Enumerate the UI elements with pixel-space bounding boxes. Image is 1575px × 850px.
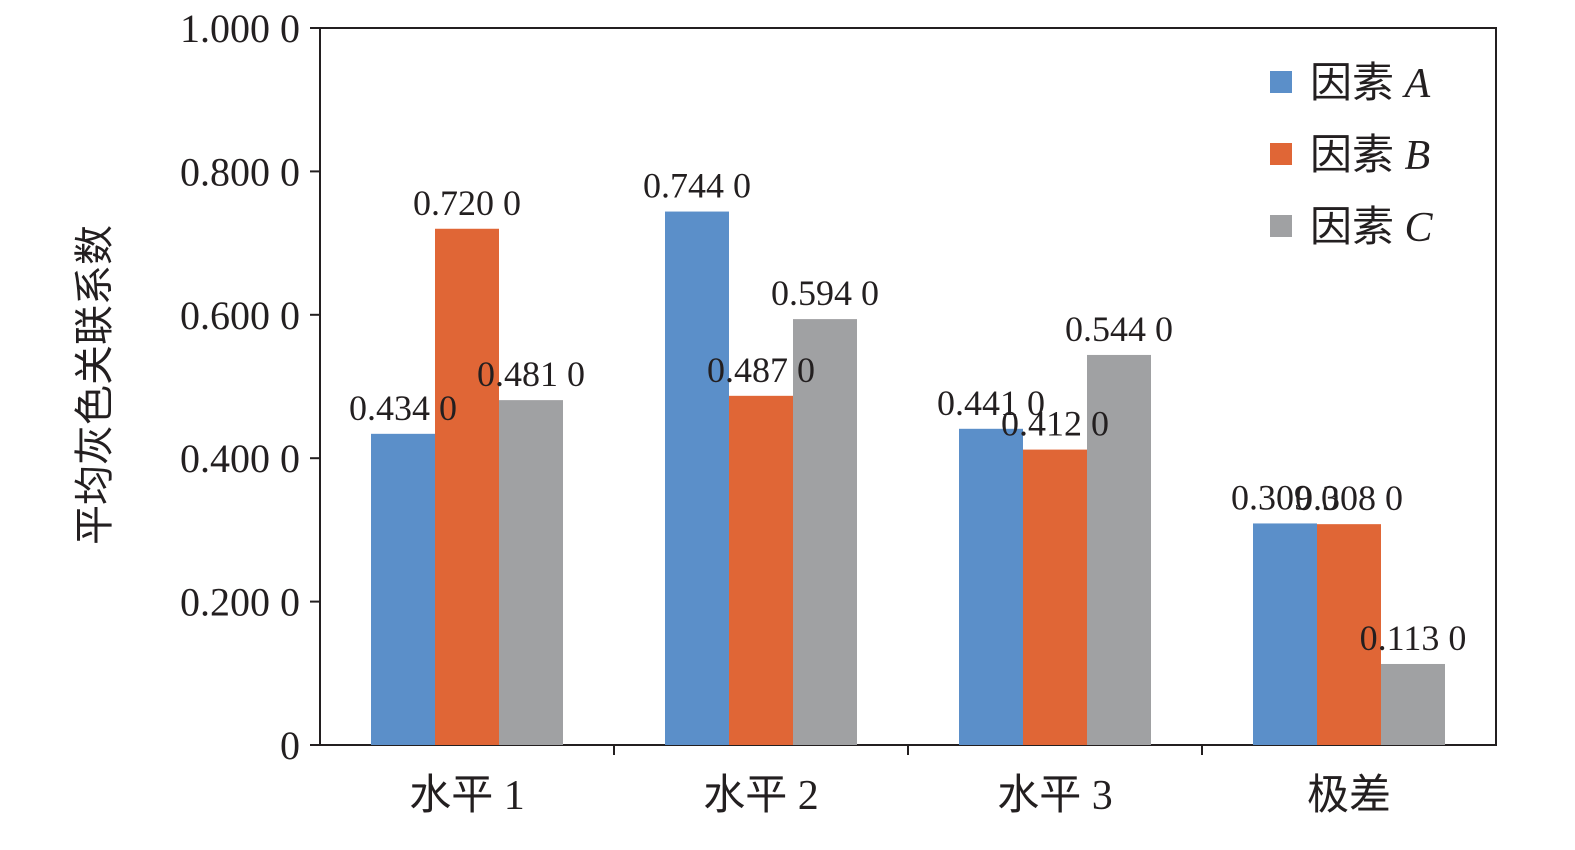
legend-label: 因素 B <box>1310 133 1430 179</box>
y-tick-label: 0.800 0 <box>180 149 300 194</box>
x-category-label: 水平 3 <box>997 773 1113 819</box>
bar <box>729 395 793 745</box>
data-label: 0.720 0 <box>413 183 521 223</box>
y-tick-label: 0.200 0 <box>180 580 300 625</box>
bars <box>371 211 1445 745</box>
data-label: 0.412 0 <box>1001 404 1109 444</box>
bar <box>371 433 435 745</box>
y-axis-label: 平均灰色关联系数 <box>72 225 117 545</box>
legend-swatch <box>1270 215 1292 237</box>
legend-variable: C <box>1405 205 1434 251</box>
data-label: 0.744 0 <box>643 166 751 206</box>
legend-label: 因素 A <box>1310 61 1431 107</box>
bar <box>1253 523 1317 745</box>
data-label: 0.113 0 <box>1360 618 1467 658</box>
x-category-label: 极差 <box>1307 773 1391 819</box>
bar <box>665 211 729 745</box>
legend-label: 因素 C <box>1310 205 1434 251</box>
data-label: 0.594 0 <box>771 273 879 313</box>
bar <box>1317 524 1381 745</box>
y-tick-label: 0 <box>280 723 300 768</box>
y-tick-label: 0.400 0 <box>180 436 300 481</box>
axes: 0 0.200 0 0.400 0 0.600 0 0.800 0 1.000 0 水平 1… <box>180 6 1391 819</box>
legend-swatch <box>1270 71 1292 93</box>
data-label: 0.309 0 <box>1231 477 1339 517</box>
bar <box>793 319 857 745</box>
bar <box>499 400 563 745</box>
bar <box>959 428 1023 745</box>
bar <box>1087 354 1151 745</box>
x-category-label: 水平 2 <box>703 773 819 819</box>
bar <box>1023 449 1087 745</box>
data-label: 0.434 0 <box>349 388 457 428</box>
data-label: 0.481 0 <box>477 354 585 394</box>
data-label: 0.544 0 <box>1065 309 1173 349</box>
legend: 因素 A 因素 B 因素 C <box>1270 61 1434 251</box>
data-label: 0.487 0 <box>707 350 815 390</box>
bar <box>1381 663 1445 745</box>
y-tick-label: 0.600 0 <box>180 293 300 338</box>
data-label: 0.308 0 <box>1295 478 1403 518</box>
bar <box>435 228 499 745</box>
legend-variable: A <box>1402 61 1431 107</box>
x-category-label: 水平 1 <box>409 773 525 819</box>
legend-variable: B <box>1405 133 1431 179</box>
y-tick-label: 1.000 0 <box>180 6 300 51</box>
legend-swatch <box>1270 143 1292 165</box>
data-labels: 0.434 0 0.720 0 0.481 0 0.744 0 0.487 0 0.594… <box>349 166 1466 658</box>
data-label: 0.441 0 <box>937 383 1045 423</box>
